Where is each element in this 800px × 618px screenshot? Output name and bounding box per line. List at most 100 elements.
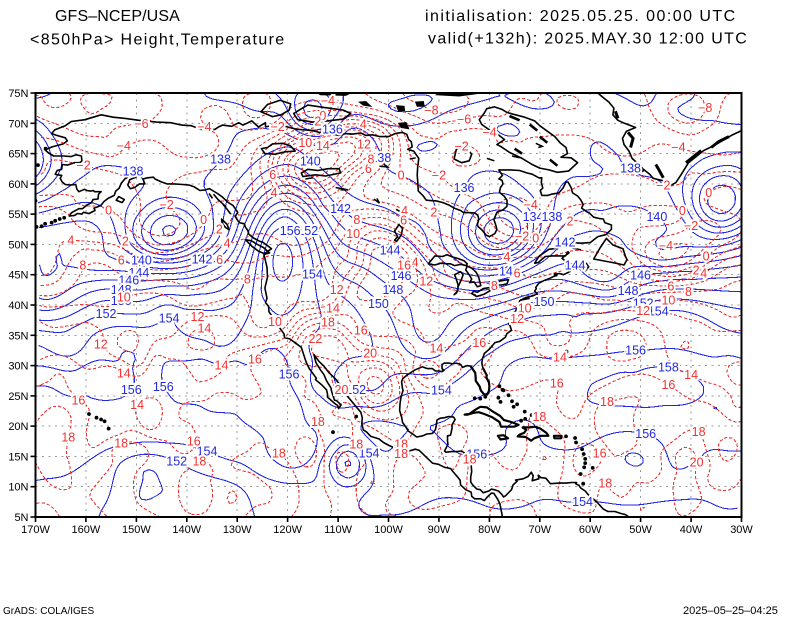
- svg-text:−2: −2: [656, 178, 670, 192]
- svg-text:2: 2: [430, 206, 437, 220]
- svg-text:18: 18: [600, 395, 614, 409]
- svg-text:50N: 50N: [8, 239, 28, 251]
- svg-text:10N: 10N: [8, 482, 28, 494]
- svg-text:−4: −4: [524, 198, 538, 212]
- svg-text:150: 150: [534, 295, 555, 309]
- svg-text:150: 150: [111, 294, 132, 308]
- svg-text:4: 4: [401, 204, 408, 218]
- svg-text:154: 154: [197, 444, 218, 458]
- svg-text:20: 20: [363, 347, 377, 361]
- svg-text:18: 18: [321, 315, 335, 329]
- svg-text:120W: 120W: [273, 524, 302, 536]
- svg-text:100W: 100W: [374, 524, 403, 536]
- svg-text:152: 152: [297, 224, 318, 238]
- svg-text:GFS–NCEP/USA: GFS–NCEP/USA: [55, 8, 180, 25]
- svg-text:40N: 40N: [8, 300, 28, 312]
- svg-text:0: 0: [532, 231, 539, 245]
- svg-text:14: 14: [326, 301, 340, 315]
- svg-text:−4: −4: [321, 94, 335, 108]
- svg-text:16: 16: [472, 336, 486, 350]
- svg-text:144: 144: [565, 258, 586, 272]
- svg-text:0: 0: [319, 109, 326, 123]
- svg-text:80W: 80W: [478, 524, 501, 536]
- svg-text:138: 138: [123, 165, 144, 179]
- svg-text:8: 8: [685, 285, 692, 299]
- svg-text:144: 144: [128, 266, 149, 280]
- svg-text:14: 14: [215, 359, 229, 373]
- svg-text:0: 0: [703, 250, 710, 264]
- svg-text:6: 6: [514, 266, 521, 280]
- svg-text:4: 4: [224, 236, 231, 250]
- svg-text:−8: −8: [424, 104, 438, 118]
- svg-text:154: 154: [431, 383, 452, 397]
- svg-text:18: 18: [598, 477, 612, 491]
- svg-text:148: 148: [618, 284, 639, 298]
- svg-text:154: 154: [648, 305, 669, 319]
- svg-text:148: 148: [111, 283, 132, 297]
- svg-text:14: 14: [684, 368, 698, 382]
- svg-text:0: 0: [705, 186, 712, 200]
- svg-text:12: 12: [419, 275, 433, 289]
- svg-text:156: 156: [635, 427, 656, 441]
- svg-text:154: 154: [572, 495, 593, 509]
- svg-text:10: 10: [346, 227, 360, 241]
- svg-text:152: 152: [96, 307, 117, 321]
- svg-text:90W: 90W: [428, 524, 451, 536]
- svg-text:18: 18: [394, 447, 408, 461]
- svg-text:12: 12: [330, 283, 344, 297]
- svg-text:18: 18: [692, 425, 706, 439]
- svg-text:140W: 140W: [172, 524, 201, 536]
- svg-text:110W: 110W: [324, 524, 353, 536]
- svg-text:−4: −4: [671, 141, 685, 155]
- svg-text:14: 14: [405, 256, 419, 270]
- svg-text:10: 10: [518, 302, 532, 316]
- svg-text:−4: −4: [117, 139, 131, 153]
- svg-text:20: 20: [335, 383, 349, 397]
- svg-text:−2: −2: [684, 219, 698, 233]
- svg-text:138: 138: [541, 210, 562, 224]
- svg-text:initialisation: 2025.05.25.: initialisation: 2025.05.25. 00:00 UTC: [425, 8, 737, 25]
- svg-text:152: 152: [345, 383, 366, 397]
- svg-text:16: 16: [187, 434, 201, 448]
- svg-text:136: 136: [454, 181, 475, 195]
- svg-text:75N: 75N: [8, 88, 28, 100]
- svg-text:130W: 130W: [223, 524, 252, 536]
- svg-text:14: 14: [316, 139, 330, 153]
- svg-text:140: 140: [300, 154, 321, 168]
- svg-text:150: 150: [368, 297, 389, 311]
- svg-text:2025–05–25–04:25: 2025–05–25–04:25: [683, 605, 778, 617]
- svg-text:20N: 20N: [8, 421, 28, 433]
- svg-text:156: 156: [625, 344, 646, 358]
- svg-text:14: 14: [117, 366, 131, 380]
- svg-text:30W: 30W: [730, 524, 753, 536]
- svg-text:12: 12: [636, 304, 650, 318]
- svg-text:6: 6: [269, 168, 276, 182]
- svg-text:16: 16: [248, 353, 262, 367]
- svg-text:−2: −2: [159, 198, 173, 212]
- svg-text:140: 140: [131, 254, 152, 268]
- svg-text:16: 16: [593, 446, 607, 460]
- svg-text:22: 22: [308, 332, 322, 346]
- svg-text:8: 8: [353, 213, 360, 227]
- svg-text:18: 18: [394, 437, 408, 451]
- svg-text:138: 138: [210, 153, 231, 167]
- svg-text:142: 142: [555, 236, 576, 250]
- svg-text:18: 18: [311, 415, 325, 429]
- svg-text:12: 12: [94, 337, 108, 351]
- svg-text:134: 134: [523, 210, 544, 224]
- svg-text:GrADS: COLA/IGES: GrADS: COLA/IGES: [3, 606, 94, 617]
- svg-text:−4: −4: [482, 125, 496, 139]
- svg-text:156: 156: [279, 368, 300, 382]
- svg-text:10: 10: [268, 315, 282, 329]
- svg-text:4: 4: [67, 234, 74, 248]
- svg-text:16: 16: [397, 259, 411, 273]
- svg-text:18: 18: [192, 454, 206, 468]
- svg-text:8: 8: [244, 273, 251, 287]
- svg-text:12: 12: [510, 312, 524, 326]
- svg-text:156: 156: [121, 383, 142, 397]
- svg-text:18: 18: [61, 431, 75, 445]
- svg-text:158: 158: [658, 360, 679, 374]
- svg-text:154: 154: [302, 268, 323, 282]
- svg-text:20: 20: [690, 456, 704, 470]
- svg-text:18: 18: [349, 437, 363, 451]
